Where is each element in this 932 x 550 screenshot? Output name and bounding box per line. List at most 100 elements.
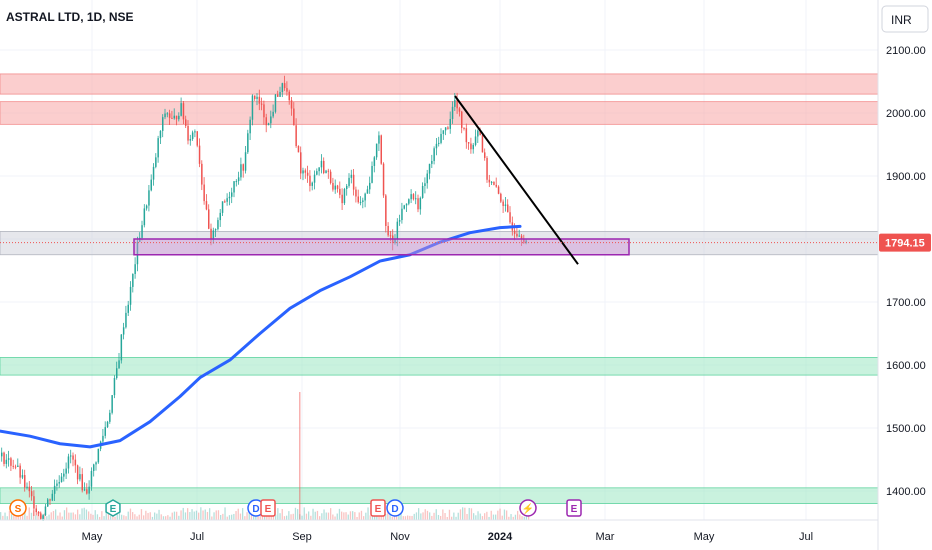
candle-body [28,486,31,492]
volume-bar [202,510,204,520]
currency-button[interactable]: INR [881,5,929,33]
event-marker[interactable]: E [105,499,121,517]
candle-body [152,166,155,180]
candle-body [424,183,426,187]
candle-body [396,221,399,240]
candle-body [194,131,196,133]
volume-bar [323,509,325,520]
candle-body [260,103,263,105]
candle-body [219,212,221,221]
candle-body [171,117,173,119]
candle-body [116,368,118,379]
range-box[interactable] [133,238,630,256]
volume-bar [356,516,358,520]
volume-bar [0,512,2,520]
volume-bar [244,516,246,520]
volume-bar [321,513,323,520]
candle-body [341,194,343,204]
volume-bar [470,508,473,520]
volume-bar [48,514,50,520]
volume-bar [477,511,479,520]
candle-body [516,233,518,237]
volume-bar [435,509,437,520]
volume-bar [429,512,431,520]
candle-body [191,132,194,139]
candle-body [201,163,203,185]
volume-bar [396,516,398,520]
volume-bar [59,512,61,520]
trendline[interactable] [454,95,579,265]
volume-bar [220,514,222,520]
candle-body [497,186,500,194]
price-axis[interactable] [878,0,932,550]
volume-bar [316,510,319,520]
volume-bar [409,515,411,520]
candle-body [513,230,516,234]
volume-bar [231,514,233,520]
volume-bar [30,512,33,520]
candle-body [136,241,139,265]
event-marker-shape [566,499,582,517]
zone-support [0,357,879,376]
candle-body [493,181,495,185]
candle-body [60,476,63,483]
drawings-layer[interactable] [0,95,878,265]
volume-bar [501,515,503,520]
volume-bar [105,512,107,520]
event-marker[interactable]: E [566,499,582,517]
volume-bar [147,512,149,520]
event-marker[interactable]: ⚡ [519,499,537,517]
candle-body [125,312,127,328]
event-marker[interactable]: E [260,499,276,517]
volume-bar [270,513,272,520]
candle-body [120,334,123,361]
volume-bar [237,508,239,520]
volume-bar [310,515,312,520]
candle-body [251,95,254,120]
candle-body [375,143,378,158]
candle-body [293,108,295,126]
candle-body [509,212,511,223]
volume-bar [233,513,235,520]
event-marker-shape [260,499,276,517]
candle-body [382,163,385,196]
time-tick-label: May [694,531,715,543]
volume-bar [46,516,48,520]
candle-body [290,100,293,109]
candle-body [166,113,169,115]
time-tick-label: Sep [292,531,312,543]
volume-bar [226,516,228,520]
event-marker[interactable]: E [370,499,386,517]
volume-bar [50,512,52,520]
volume-bar [378,516,380,520]
candle-body [371,165,373,183]
event-marker[interactable]: D [386,499,404,517]
volume-bar [101,511,103,520]
candle-body [369,182,371,190]
candle-body [244,152,247,171]
candle-body [467,142,470,144]
candle-body [339,188,341,195]
volume-bar [503,509,506,520]
volume-bar [72,512,74,520]
candle-body [65,468,67,474]
currency-label: INR [891,13,912,27]
candle-body [187,125,189,141]
candle-body [408,199,410,204]
event-markers[interactable]: S E D E E D ⚡ E [9,499,582,517]
candle-body [504,204,507,206]
volume-bar [125,516,127,520]
volume-bar [279,513,281,520]
candle-body [477,130,479,137]
candle-body [451,106,454,119]
candle-body [288,91,290,101]
candle-body [463,127,465,129]
time-tick-label: Nov [390,531,410,543]
volume-bar [486,511,488,520]
candle-body [237,177,240,182]
volume-spike-bar [299,392,301,520]
event-marker[interactable]: S [9,499,27,517]
volume-bar [169,516,171,520]
candle-body [302,170,304,174]
